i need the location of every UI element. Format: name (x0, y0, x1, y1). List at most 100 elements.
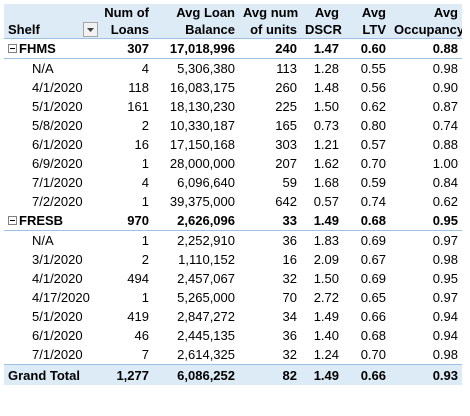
avg-occupancy-cell[interactable]: 0.62 (432, 194, 458, 209)
group-num-loans-cell[interactable]: 970 (100, 211, 153, 231)
avg-dscr-cell[interactable]: 1.48 (313, 80, 339, 95)
grand-total-avg-ltv-cell[interactable]: 0.66 (343, 364, 390, 385)
avg-num-units-cell[interactable]: 16 (282, 252, 297, 267)
avg-num-units-cell[interactable]: 36 (282, 233, 297, 248)
avg-num-units-cell[interactable]: 59 (282, 175, 297, 190)
avg-ltv-cell[interactable]: 0.70 (360, 156, 386, 171)
avg-ltv-cell[interactable]: 0.65 (360, 290, 386, 305)
grand-total-avg-dscr-cell[interactable]: 1.49 (301, 364, 343, 385)
avg-ltv-cell[interactable]: 0.66 (360, 309, 386, 324)
num-loans-cell[interactable]: 161 (127, 99, 149, 114)
avg-ltv-cell[interactable]: 0.67 (360, 252, 386, 267)
avg-occupancy-cell[interactable]: 0.98 (432, 61, 458, 76)
shelf-filter-button[interactable] (83, 22, 98, 37)
avg-num-units-header[interactable]: Avg num of units (239, 4, 301, 39)
grand-total-avg-loan-balance-cell[interactable]: 6,086,252 (153, 364, 239, 385)
avg-loan-balance-cell[interactable]: 5,306,380 (177, 61, 235, 76)
avg-occupancy-cell[interactable]: 0.97 (432, 233, 458, 248)
group-avg-ltv-cell[interactable]: 0.68 (343, 211, 390, 231)
avg-dscr-cell[interactable]: 0.57 (313, 194, 339, 209)
group-avg-occupancy-cell[interactable]: 0.88 (390, 38, 462, 59)
avg-loan-balance-cell[interactable]: 1,110,152 (178, 252, 235, 267)
group-avg-dscr-cell[interactable]: 1.47 (301, 38, 343, 59)
avg-ltv-cell[interactable]: 0.74 (360, 194, 386, 209)
avg-dscr-cell[interactable]: 1.24 (313, 347, 339, 362)
avg-occupancy-cell[interactable]: 0.97 (432, 290, 458, 305)
avg-dscr-cell[interactable]: 1.40 (313, 328, 339, 343)
avg-ltv-cell[interactable]: 0.68 (360, 328, 386, 343)
avg-dscr-cell[interactable]: 0.73 (313, 118, 339, 133)
avg-occupancy-cell[interactable]: 1.00 (432, 156, 458, 171)
avg-loan-balance-cell[interactable]: 6,096,640 (177, 175, 235, 190)
row-label-cell[interactable]: 4/17/2020 (32, 290, 90, 305)
avg-num-units-cell[interactable]: 34 (282, 309, 297, 324)
avg-loan-balance-cell[interactable]: 18,130,230 (169, 99, 235, 114)
group-avg-num-units-cell[interactable]: 33 (239, 211, 301, 231)
avg-dscr-cell[interactable]: 2.09 (313, 252, 339, 267)
avg-ltv-header[interactable]: Avg LTV (343, 4, 390, 39)
row-label-cell[interactable]: 7/1/2020 (32, 347, 83, 362)
group-avg-dscr-cell[interactable]: 1.49 (301, 211, 343, 231)
avg-occupancy-cell[interactable]: 0.94 (432, 328, 458, 343)
avg-loan-balance-cell[interactable]: 17,150,168 (169, 137, 235, 152)
avg-loan-balance-cell[interactable]: 2,847,272 (177, 309, 235, 324)
avg-ltv-cell[interactable]: 0.80 (360, 118, 386, 133)
num-loans-cell[interactable]: 419 (127, 309, 149, 324)
avg-num-units-cell[interactable]: 32 (282, 347, 297, 362)
avg-ltv-cell[interactable]: 0.59 (360, 175, 386, 190)
avg-occupancy-cell[interactable]: 0.90 (432, 80, 458, 95)
row-label-cell[interactable]: 6/9/2020 (32, 156, 83, 171)
num-loans-header[interactable]: Num of Loans (100, 4, 153, 39)
avg-dscr-cell[interactable]: 1.21 (313, 137, 339, 152)
grand-total-avg-num-units-cell[interactable]: 82 (239, 364, 301, 385)
avg-dscr-cell[interactable]: 1.68 (313, 175, 339, 190)
avg-loan-balance-cell[interactable]: 2,457,067 (177, 271, 235, 286)
avg-loan-balance-cell[interactable]: 16,083,175 (169, 80, 235, 95)
row-label-cell[interactable]: 7/1/2020 (32, 175, 83, 190)
avg-dscr-cell[interactable]: 1.49 (313, 309, 339, 324)
row-label-cell[interactable]: 5/1/2020 (32, 99, 83, 114)
avg-ltv-cell[interactable]: 0.57 (360, 137, 386, 152)
avg-occupancy-cell[interactable]: 0.74 (432, 118, 458, 133)
row-label-cell[interactable]: 6/1/2020 (32, 328, 83, 343)
avg-loan-balance-header[interactable]: Avg Loan Balance (153, 4, 239, 39)
group-num-loans-cell[interactable]: 307 (100, 38, 153, 59)
row-label-cell[interactable]: N/A (32, 233, 54, 248)
num-loans-cell[interactable]: 7 (141, 347, 149, 362)
minus-box-icon[interactable] (8, 216, 17, 226)
avg-occupancy-cell[interactable]: 0.98 (432, 347, 458, 362)
avg-ltv-cell[interactable]: 0.69 (360, 271, 386, 286)
group-avg-num-units-cell[interactable]: 240 (239, 38, 301, 59)
avg-ltv-cell[interactable]: 0.55 (360, 61, 386, 76)
num-loans-cell[interactable]: 2 (141, 118, 149, 133)
avg-loan-balance-cell[interactable]: 28,000,000 (169, 156, 235, 171)
row-label-cell[interactable]: 5/1/2020 (32, 309, 83, 324)
group-label-cell[interactable]: FRESB (4, 211, 100, 231)
grand-total-num-loans-cell[interactable]: 1,277 (100, 364, 153, 385)
num-loans-cell[interactable]: 494 (127, 271, 149, 286)
num-loans-cell[interactable]: 1 (141, 194, 149, 209)
avg-dscr-cell[interactable]: 1.62 (313, 156, 339, 171)
avg-ltv-cell[interactable]: 0.56 (360, 80, 386, 95)
avg-loan-balance-cell[interactable]: 10,330,187 (169, 118, 235, 133)
avg-num-units-cell[interactable]: 165 (275, 118, 297, 133)
group-avg-loan-balance-cell[interactable]: 2,626,096 (153, 211, 239, 231)
avg-dscr-cell[interactable]: 1.28 (313, 61, 339, 76)
num-loans-cell[interactable]: 4 (141, 175, 149, 190)
minus-box-icon[interactable] (8, 44, 17, 54)
avg-loan-balance-cell[interactable]: 5,265,000 (177, 290, 235, 305)
group-label-cell[interactable]: FHMS (4, 38, 100, 59)
avg-num-units-cell[interactable]: 207 (275, 156, 297, 171)
grand-total-avg-occupancy-cell[interactable]: 0.93 (390, 364, 462, 385)
num-loans-cell[interactable]: 46 (134, 328, 149, 343)
num-loans-cell[interactable]: 118 (128, 80, 149, 95)
avg-occupancy-cell[interactable]: 0.98 (432, 252, 458, 267)
avg-num-units-cell[interactable]: 303 (275, 137, 297, 152)
row-label-cell[interactable]: 7/2/2020 (32, 194, 83, 209)
grand-total-label[interactable]: Grand Total (4, 364, 100, 385)
num-loans-cell[interactable]: 4 (141, 61, 149, 76)
num-loans-cell[interactable]: 16 (134, 137, 149, 152)
group-avg-occupancy-cell[interactable]: 0.95 (390, 211, 462, 231)
avg-occupancy-cell[interactable]: 0.87 (432, 99, 458, 114)
avg-dscr-header[interactable]: Avg DSCR (301, 4, 343, 39)
